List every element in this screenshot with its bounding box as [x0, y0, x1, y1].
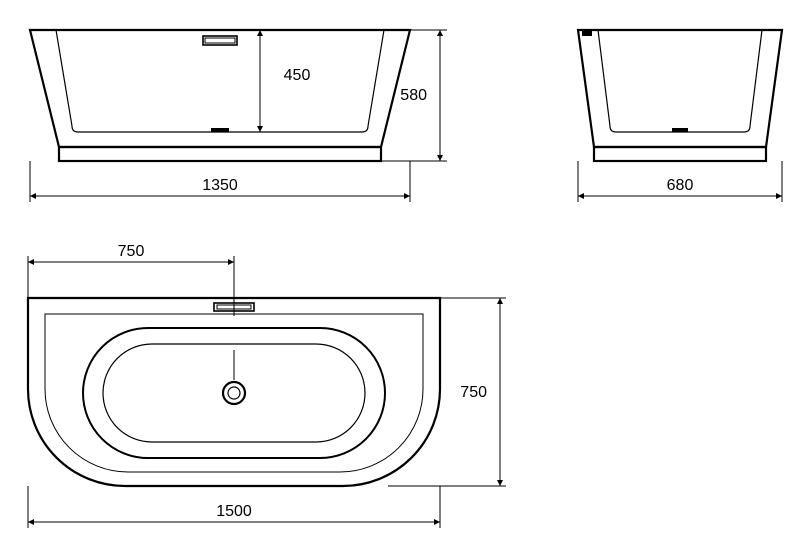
front-view: 1350 450 580	[30, 30, 447, 202]
dim-front-width: 1350	[202, 177, 238, 194]
dim-front-outer-height: 580	[400, 87, 427, 104]
dim-top-width: 750	[460, 384, 487, 401]
technical-drawing: 1350 450 580 680	[0, 0, 800, 552]
dim-top-half-length: 750	[118, 243, 145, 260]
dim-side-width: 680	[667, 177, 694, 194]
dim-front-inner-height: 450	[284, 67, 311, 84]
side-view: 680	[578, 30, 782, 202]
top-view: 750 1500 750	[28, 243, 506, 528]
dim-top-length: 1500	[216, 503, 252, 520]
